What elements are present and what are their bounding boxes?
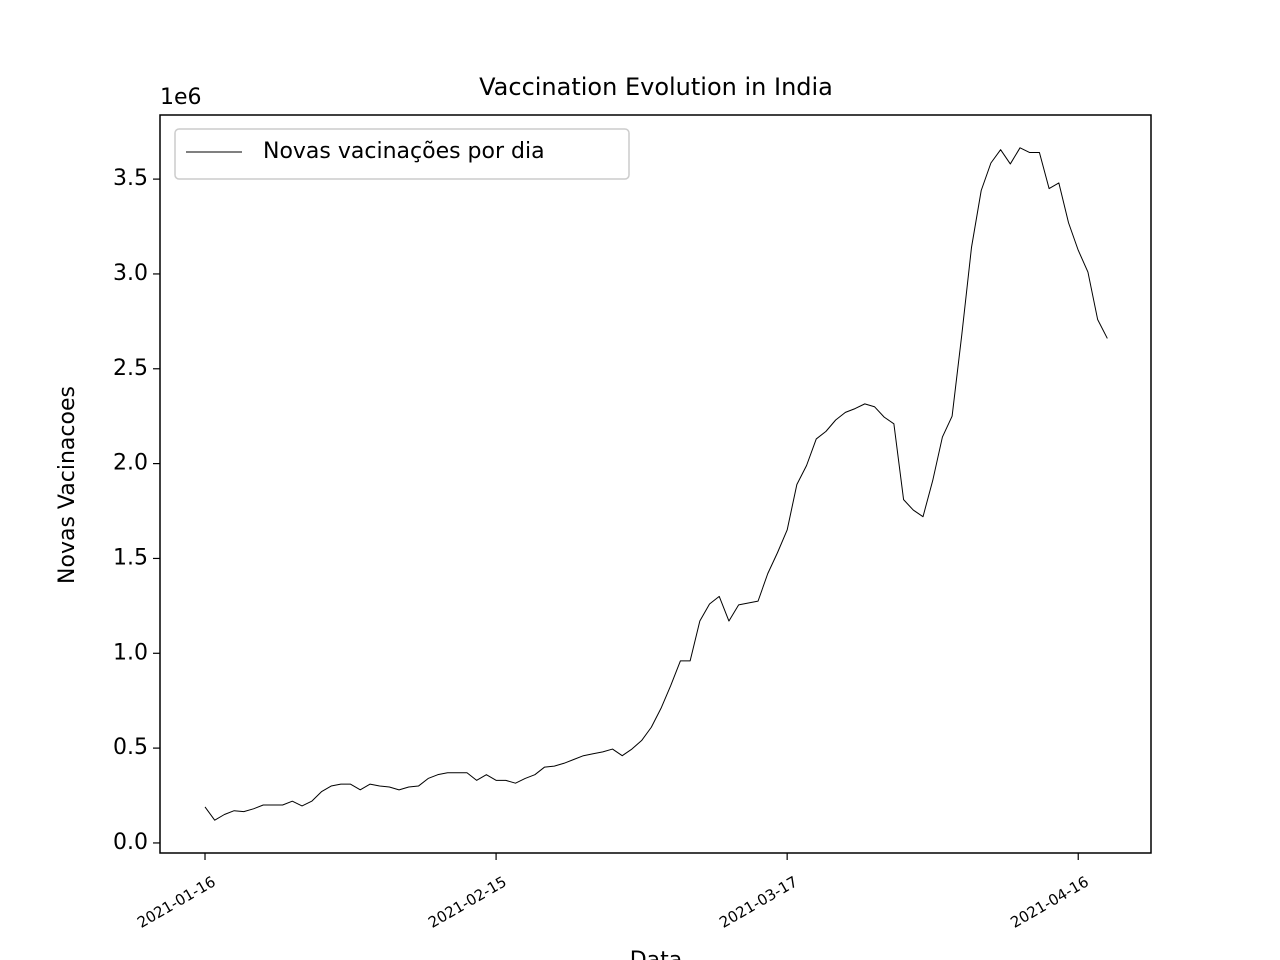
y-axis-label: Novas Vacinacoes bbox=[55, 386, 80, 584]
y-tick-label: 0.5 bbox=[113, 735, 148, 760]
data-line bbox=[204, 147, 1108, 821]
legend-label: Novas vacinações por dia bbox=[263, 139, 545, 164]
x-tick-label: 2021-01-16 bbox=[134, 873, 219, 932]
y-tick-label: 3.5 bbox=[113, 166, 148, 191]
y-tick-label: 1.0 bbox=[113, 640, 148, 665]
y-tick-label: 1.5 bbox=[113, 545, 148, 570]
x-tick-label: 2021-03-17 bbox=[716, 873, 801, 932]
x-tick-label: 2021-02-15 bbox=[425, 873, 510, 932]
plot-frame bbox=[159, 114, 1152, 854]
y-tick-label: 0.0 bbox=[113, 830, 148, 855]
chart-title: Vaccination Evolution in India bbox=[479, 73, 833, 101]
y-tick-label: 2.5 bbox=[113, 356, 148, 381]
y-offset-label: 1e6 bbox=[160, 85, 202, 110]
y-tick-label: 3.0 bbox=[113, 261, 148, 286]
y-tick-label: 2.0 bbox=[113, 451, 148, 476]
legend-box bbox=[174, 128, 630, 180]
x-axis-label: Data bbox=[630, 948, 683, 960]
x-tick-label: 2021-04-16 bbox=[1007, 873, 1092, 932]
